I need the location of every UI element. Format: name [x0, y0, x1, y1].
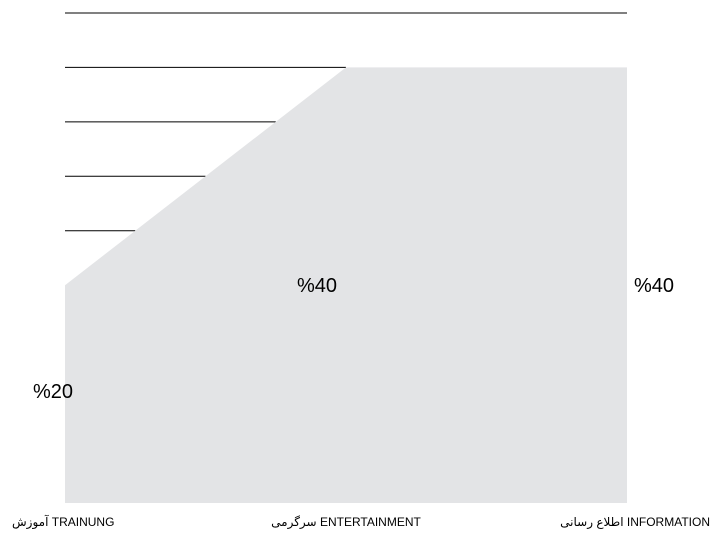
data-label: %20	[33, 381, 73, 403]
category-label: اطلاع رسانی INFORMATION	[560, 515, 710, 530]
data-labels: %20 %40 %40	[33, 275, 674, 403]
category-labels: آموزش TRAINUNG سرگرمی ENTERTAINMENT اطلاع …	[12, 514, 710, 530]
gridlines	[65, 12, 627, 232]
data-label: %40	[297, 275, 337, 297]
category-label: سرگرمی ENTERTAINMENT	[271, 515, 421, 530]
data-label: %40	[634, 275, 674, 297]
category-label: آموزش TRAINUNG	[12, 514, 114, 530]
area-series	[65, 67, 627, 504]
